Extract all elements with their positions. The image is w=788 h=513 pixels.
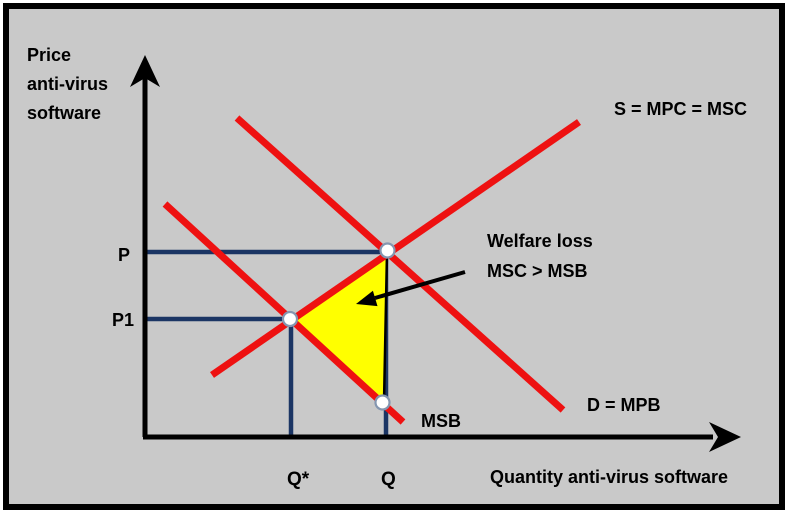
quantity-q-label: Q <box>381 469 396 490</box>
market-equilibrium-point <box>379 242 396 259</box>
y-axis-title-line3: software <box>27 103 101 123</box>
annotation-arrowhead-icon <box>356 290 378 307</box>
curves <box>162 115 581 425</box>
axes <box>130 55 741 452</box>
y-axis-title-line1: Price <box>27 45 71 65</box>
x-axis-arrowhead-icon <box>709 422 741 452</box>
annotation-text-line1: Welfare loss <box>487 231 593 251</box>
y-axis-title-line2: anti-virus <box>27 74 108 94</box>
annotation-text-line2: MSC > MSB <box>487 261 588 281</box>
supply-curve-label: S = MPC = MSC <box>614 99 747 119</box>
social-optimum-point <box>281 310 299 328</box>
annotation-arrow-shaft <box>374 270 466 300</box>
labels: Price anti-virus software S = MPC = MSC … <box>27 45 747 490</box>
supply-curve <box>210 119 581 378</box>
quantity-qstar-label: Q* <box>287 469 310 490</box>
demand-curve-label: D = MPB <box>587 395 661 415</box>
point-markers <box>281 242 396 411</box>
demand-curve <box>234 115 566 413</box>
welfare-loss-annotation-arrow <box>356 270 466 307</box>
y-axis-arrowhead-icon <box>130 55 160 87</box>
price-p-label: P <box>118 245 130 265</box>
msb-curve <box>162 201 406 425</box>
msb-curve-label: MSB <box>421 411 461 431</box>
msb-at-q-point <box>374 394 391 411</box>
price-p1-label: P1 <box>112 310 134 330</box>
x-axis-title: Quantity anti-virus software <box>490 467 728 487</box>
